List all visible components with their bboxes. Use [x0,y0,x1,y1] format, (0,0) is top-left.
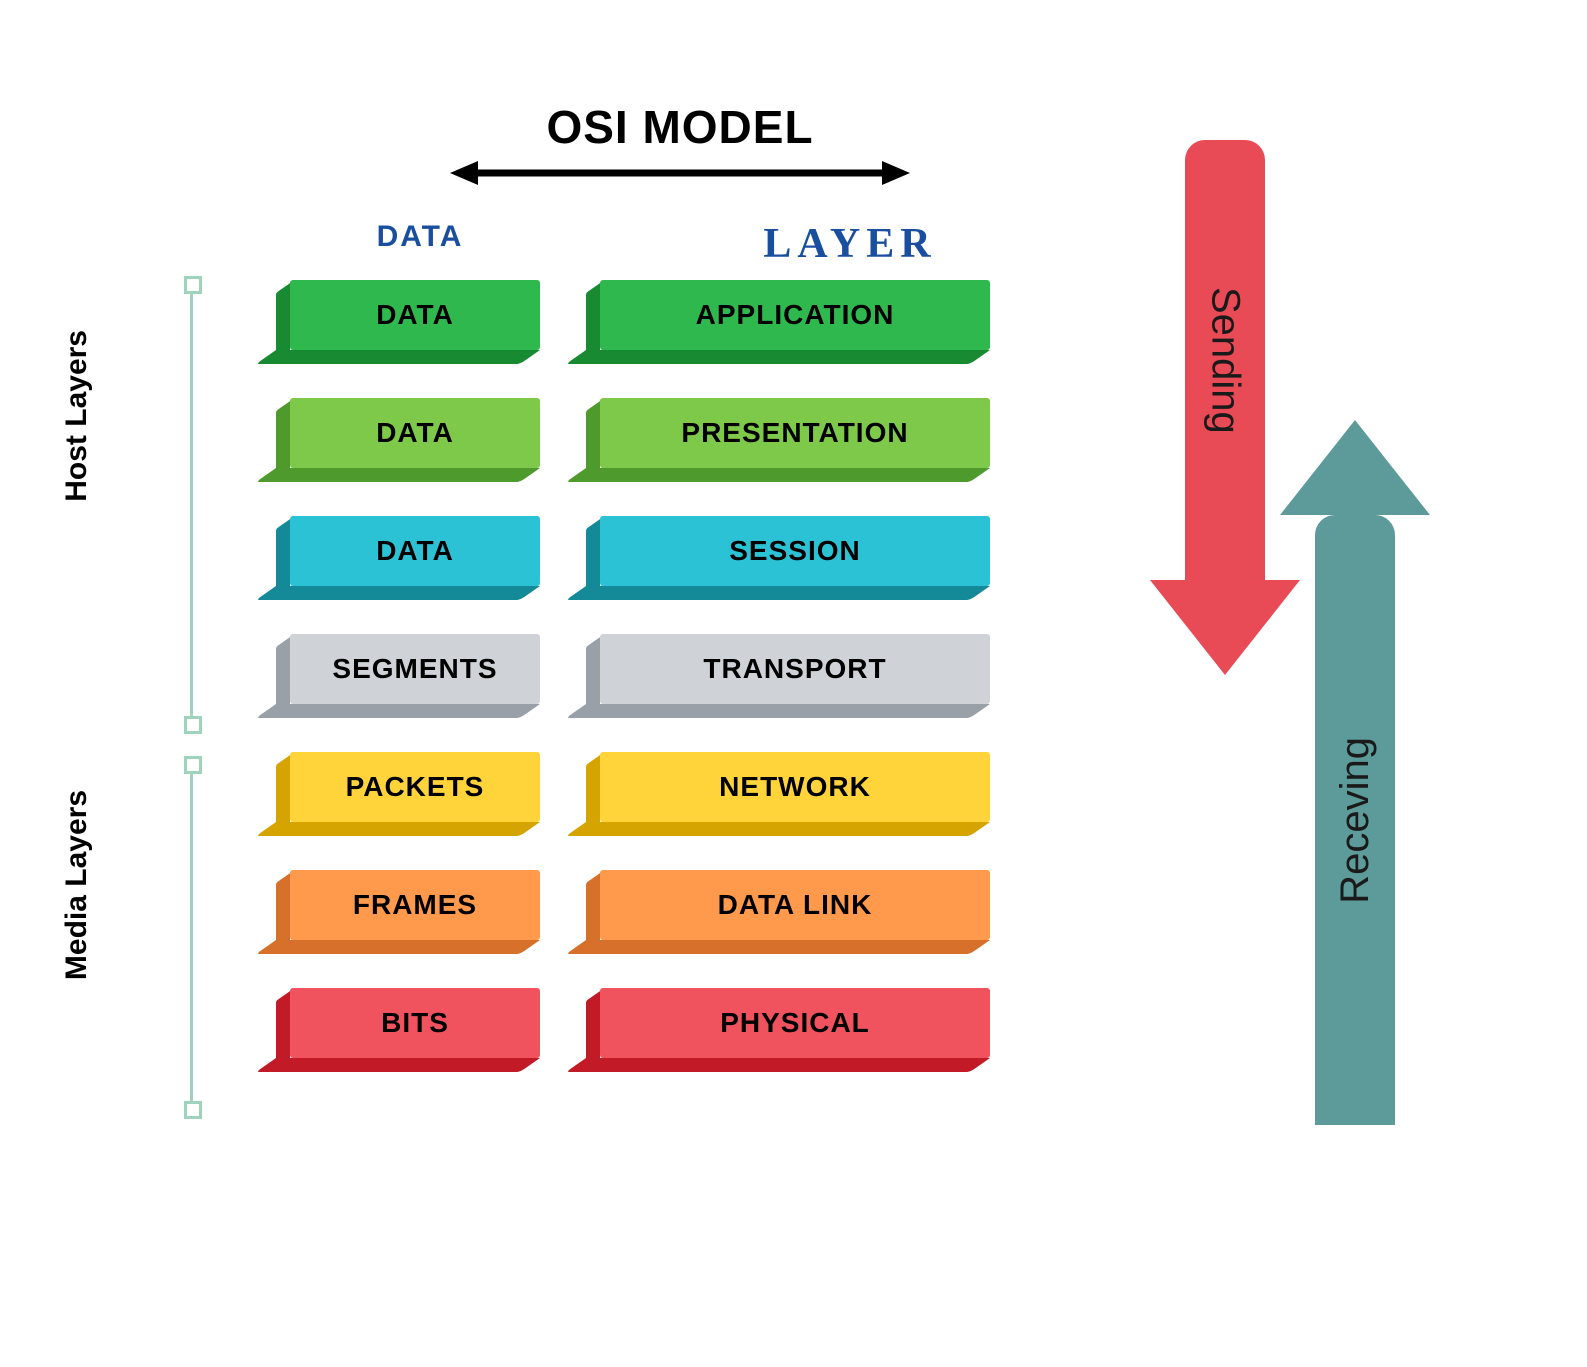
layer-block-label: PRESENTATION [681,417,908,449]
layer-block: SESSION [600,516,990,586]
data-block: SEGMENTS [290,634,540,704]
data-block: DATA [290,516,540,586]
double-arrow-icon [450,158,910,188]
data-block: BITS [290,988,540,1058]
media-layers-bracket [190,765,193,1110]
layer-block: DATA LINK [600,870,990,940]
sending-label: Sending [1203,287,1248,434]
layer-block: TRANSPORT [600,634,990,704]
diagram-title: OSI MODEL [360,100,1000,154]
layer-block-label: DATA LINK [718,889,873,921]
sending-arrow: Sending [1150,140,1300,675]
layer-block: APPLICATION [600,280,990,350]
data-block-label: DATA [376,299,454,331]
layer-block: NETWORK [600,752,990,822]
data-block: PACKETS [290,752,540,822]
data-block-label: BITS [381,1007,449,1039]
layer-row: SEGMENTS TRANSPORT [290,634,990,704]
layer-block-label: APPLICATION [696,299,895,331]
header-data: DATA [290,220,550,268]
title-block: OSI MODEL [360,100,1000,188]
layer-row: PACKETS NETWORK [290,752,990,822]
layer-block: PHYSICAL [600,988,990,1058]
data-block: DATA [290,280,540,350]
layer-row: FRAMES DATA LINK [290,870,990,940]
layer-row: DATA SESSION [290,516,990,586]
layer-row: DATA APPLICATION [290,280,990,350]
media-layers-label: Media Layers [60,790,94,980]
layer-block-label: PHYSICAL [720,1007,870,1039]
data-block-label: DATA [376,535,454,567]
data-block-label: DATA [376,417,454,449]
layer-rows: DATA APPLICATION DATA PRESENTATION DATA SESSI… [290,280,990,1106]
layer-block: PRESENTATION [600,398,990,468]
host-layers-bracket [190,285,193,725]
layer-block-label: SESSION [729,535,860,567]
data-block-label: SEGMENTS [332,653,497,685]
layer-block-label: NETWORK [719,771,871,803]
side-arrows: Sending Receving [1150,140,1450,1140]
layer-row: BITS PHYSICAL [290,988,990,1058]
data-block: DATA [290,398,540,468]
host-layers-label: Host Layers [60,330,94,502]
data-block-label: PACKETS [346,771,485,803]
receiving-label: Receving [1333,737,1378,904]
data-block-label: FRAMES [353,889,477,921]
column-headers: DATA LAYER [290,220,1070,268]
receiving-arrow: Receving [1280,420,1430,1125]
header-layer: LAYER [670,220,1030,268]
data-block: FRAMES [290,870,540,940]
layer-block-label: TRANSPORT [703,653,886,685]
layer-row: DATA PRESENTATION [290,398,990,468]
osi-diagram: OSI MODEL DATA LAYER Host Layers Media L… [60,100,1520,1200]
